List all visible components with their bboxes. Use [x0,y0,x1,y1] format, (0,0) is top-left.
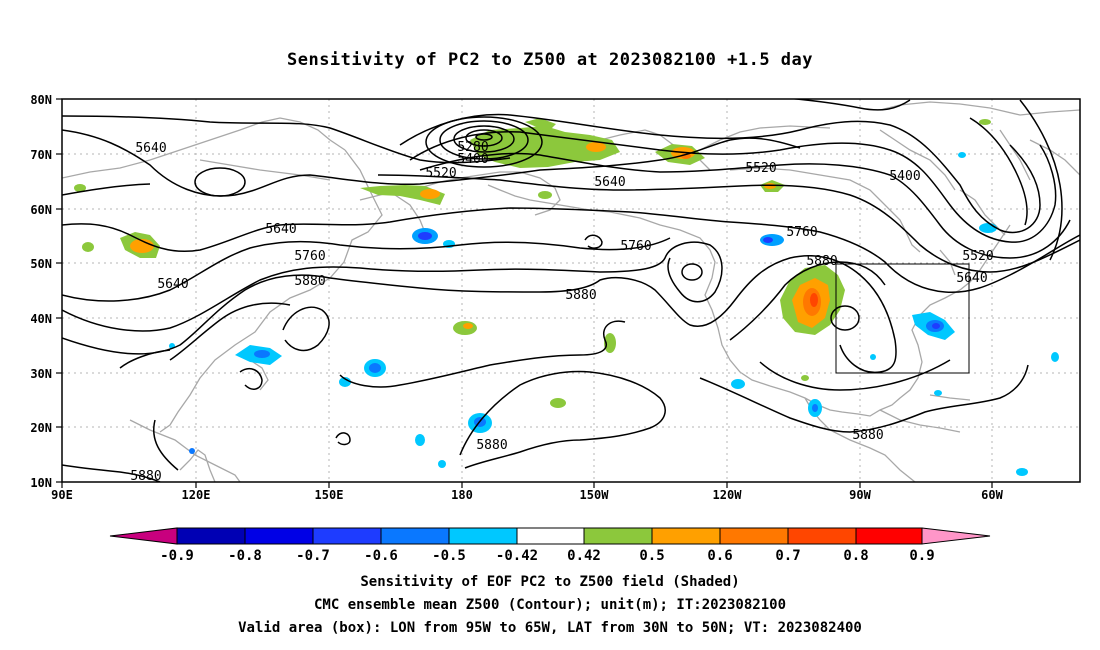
contour-label: 5640 [157,277,188,292]
contour-label: 5880 [130,469,161,484]
lon-label: 60W [981,488,1003,502]
contour-label: 5520 [425,166,456,181]
contour-label: 5640 [594,175,625,190]
colorbar-label: -0.9 [160,548,194,564]
lat-label: 80N [30,93,52,107]
lat-label: 40N [30,312,52,326]
caption-contour: CMC ensemble mean Z500 (Contour); unit(m… [313,597,786,613]
colorbar-label: 0.8 [843,548,868,564]
contour-label: 5760 [620,239,651,254]
colorbar-label: -0.6 [364,548,398,564]
contour-label: 5880 [806,254,837,269]
colorbar-labels: -0.9 -0.8 -0.7 -0.6 -0.5 -0.42 0.42 0.5 … [160,548,935,564]
lat-label: 50N [30,257,52,271]
contour-label: 5520 [962,249,993,264]
contour-label: 5880 [565,288,596,303]
colorbar-segment [380,527,450,545]
lon-label: 120W [713,488,743,502]
contour-label: 5640 [956,271,987,286]
colorbar-segment [719,527,789,545]
colorbar-left-triangle [109,527,178,545]
contour-label: 5400 [889,169,920,184]
caption-shading: Sensitivity of EOF PC2 to Z500 field (Sh… [360,574,740,590]
colorbar-label: -0.8 [228,548,262,564]
colorbar [109,527,991,545]
colorbar-label: 0.42 [567,548,601,564]
lat-lon-grid [62,99,1080,482]
lon-label: 150W [580,488,610,502]
contour-label: 5280 [457,140,488,155]
colorbar-label: 0.6 [707,548,732,564]
colorbar-label: -0.7 [296,548,330,564]
contour-label: 5640 [135,141,166,156]
colorbar-segment [787,527,857,545]
colorbar-segment [651,527,721,545]
colorbar-label: 0.7 [775,548,800,564]
contour-label: 5880 [476,438,507,453]
colorbar-segment [583,527,653,545]
colorbar-segment [516,527,585,545]
latitude-labels: 80N 70N 60N 50N 40N 30N 20N 10N [30,93,52,490]
colorbar-right-triangle [921,527,991,545]
lon-label: 90E [51,488,73,502]
longitude-labels: 90E 120E 150E 180 150W 120W 90W 60W [51,488,1003,502]
colorbar-segment [244,527,314,545]
colorbar-segment [855,527,923,545]
contour-label: 5880 [852,428,883,443]
colorbar-label: 0.5 [639,548,664,564]
contour-label: 5640 [265,222,296,237]
lon-label: 150E [315,488,344,502]
lon-label: 120E [182,488,211,502]
lat-label: 10N [30,476,52,490]
lat-label: 30N [30,367,52,381]
contour-label: 5760 [294,249,325,264]
valid-area-box [835,263,970,374]
z500-contours [62,99,1080,482]
colorbar-segment [312,527,382,545]
colorbar-segment [176,527,246,545]
colorbar-label: -0.42 [496,548,538,564]
lat-label: 60N [30,203,52,217]
contour-label: 5400 [457,152,488,167]
contour-label: 5760 [786,225,817,240]
tick-marks [56,98,993,488]
lat-label: 70N [30,148,52,162]
contour-label: 5520 [745,161,776,176]
colorbar-label: 0.9 [909,548,934,564]
colorbar-label: -0.5 [432,548,466,564]
colorbar-segment [448,527,518,545]
contour-labels: 5640 5280 5400 5520 5640 5520 5400 5640 … [130,140,993,484]
lon-label: 180 [451,488,473,502]
map-title: Sensitivity of PC2 to Z500 at 2023082100… [286,50,813,70]
caption-valid-area: Valid area (box): LON from 95W to 65W, L… [238,620,862,636]
lon-label: 90W [849,488,871,502]
contour-label: 5880 [294,274,325,289]
sensitivity-shading [74,118,1059,476]
plot-frame [61,98,1081,483]
lat-label: 20N [30,421,52,435]
